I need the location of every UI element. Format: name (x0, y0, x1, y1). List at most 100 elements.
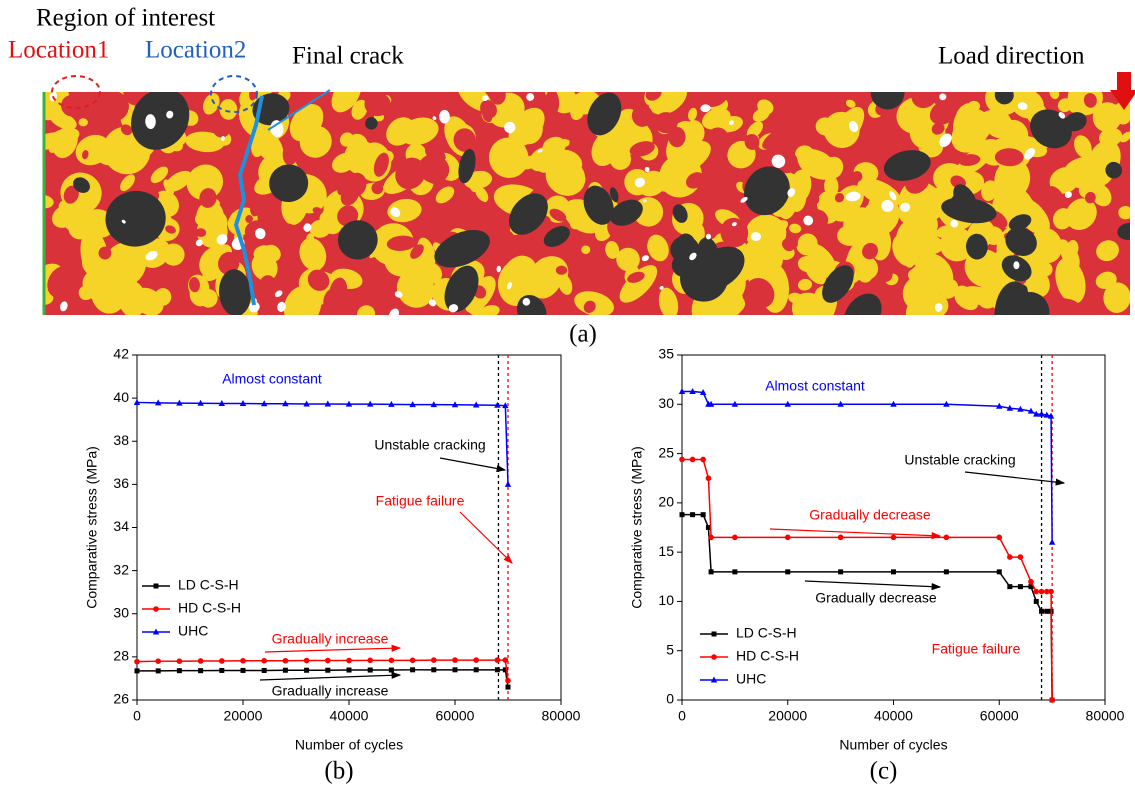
x-tick-label: 80000 (1086, 708, 1125, 724)
hd-phase (150, 166, 169, 184)
uhc-phase (434, 229, 490, 268)
marker (1007, 554, 1013, 560)
marker (388, 657, 395, 664)
hd-phase (656, 165, 677, 192)
pore (644, 166, 650, 173)
hd-phase (1114, 107, 1130, 125)
pore (145, 250, 158, 261)
marker (891, 569, 896, 575)
hd-phase (488, 137, 529, 179)
hd-phase (905, 259, 914, 268)
marker (1044, 588, 1050, 595)
marker (678, 387, 686, 394)
marker (239, 400, 247, 407)
annotation: Fatigue failure (932, 641, 1021, 657)
location2-circle (210, 75, 258, 113)
legend-label: HD C-S-H (178, 600, 241, 616)
ld-phase (260, 275, 275, 290)
ld-phase (686, 172, 705, 189)
y-axis-label: Comparative stress (MPa) (84, 446, 100, 609)
ld-phase (410, 244, 424, 259)
hd-phase (1073, 135, 1092, 158)
ld-phase (373, 152, 389, 177)
ld-phase (250, 199, 261, 217)
ld-phase (654, 112, 678, 134)
marker (452, 657, 458, 663)
marker (890, 400, 897, 407)
marker (505, 684, 511, 690)
hd-phase (1052, 208, 1073, 230)
marker (304, 667, 310, 673)
pore (522, 298, 531, 306)
marker (176, 668, 182, 674)
marker (699, 388, 707, 395)
hd-phase (570, 101, 585, 121)
marker (409, 401, 416, 408)
marker (219, 667, 225, 673)
ld-phase (744, 133, 760, 150)
pore (448, 304, 459, 313)
pore (889, 191, 897, 201)
annotation-arrow (264, 644, 402, 653)
uhc-phase (269, 164, 309, 203)
pore (496, 265, 501, 273)
marker (324, 400, 331, 407)
legend-label: HD C-S-H (736, 648, 799, 664)
marker (837, 400, 844, 407)
ld-phase (707, 127, 729, 149)
y-tick-label: 30 (658, 395, 674, 411)
x-tick-label: 60000 (980, 708, 1019, 724)
pore (728, 120, 734, 126)
marker (689, 387, 696, 394)
uhc-phase (822, 265, 854, 303)
hd-phase (902, 274, 940, 312)
hd-phase (1057, 98, 1073, 113)
ld-phase (448, 99, 460, 110)
hd-phase (560, 93, 575, 113)
hd-phase (283, 285, 322, 315)
caption: (c) (870, 758, 898, 785)
hd-phase (162, 243, 185, 266)
pore (145, 114, 156, 129)
marker (152, 628, 160, 635)
hd-phase (289, 104, 324, 142)
ld-phase (424, 145, 446, 163)
ld-phase (1083, 92, 1097, 108)
legend-label: LD C-S-H (178, 577, 239, 593)
marker (705, 475, 712, 482)
x-tick-label: 20000 (768, 708, 807, 724)
ld-phase (481, 124, 492, 137)
marker (431, 667, 437, 673)
ld-phase (281, 223, 297, 240)
ld-phase (1047, 186, 1065, 205)
ld-phase (1034, 166, 1046, 176)
uhc-phase (73, 177, 90, 193)
marker (784, 400, 791, 407)
marker (431, 657, 437, 663)
pore (274, 290, 283, 298)
marker (1044, 608, 1050, 614)
ld-phase (911, 92, 939, 109)
ld-phase (668, 126, 686, 148)
marker (346, 657, 352, 664)
marker (451, 401, 459, 408)
ld-phase (958, 154, 981, 166)
hd-phase (1038, 262, 1053, 277)
marker (996, 569, 1002, 575)
marker (218, 400, 225, 407)
hd-phase (1015, 197, 1050, 235)
ld-phase (213, 122, 230, 138)
marker (707, 400, 715, 407)
pore (390, 207, 401, 218)
uhc-phase (1105, 161, 1123, 179)
ld-phase (627, 271, 645, 283)
pore (277, 301, 286, 312)
pore (60, 301, 68, 312)
hd-phase (132, 287, 164, 315)
y-tick-label: 28 (113, 648, 129, 664)
marker (732, 569, 738, 575)
marker (282, 657, 289, 664)
hd-phase (877, 209, 894, 232)
ld-phase (386, 235, 417, 251)
